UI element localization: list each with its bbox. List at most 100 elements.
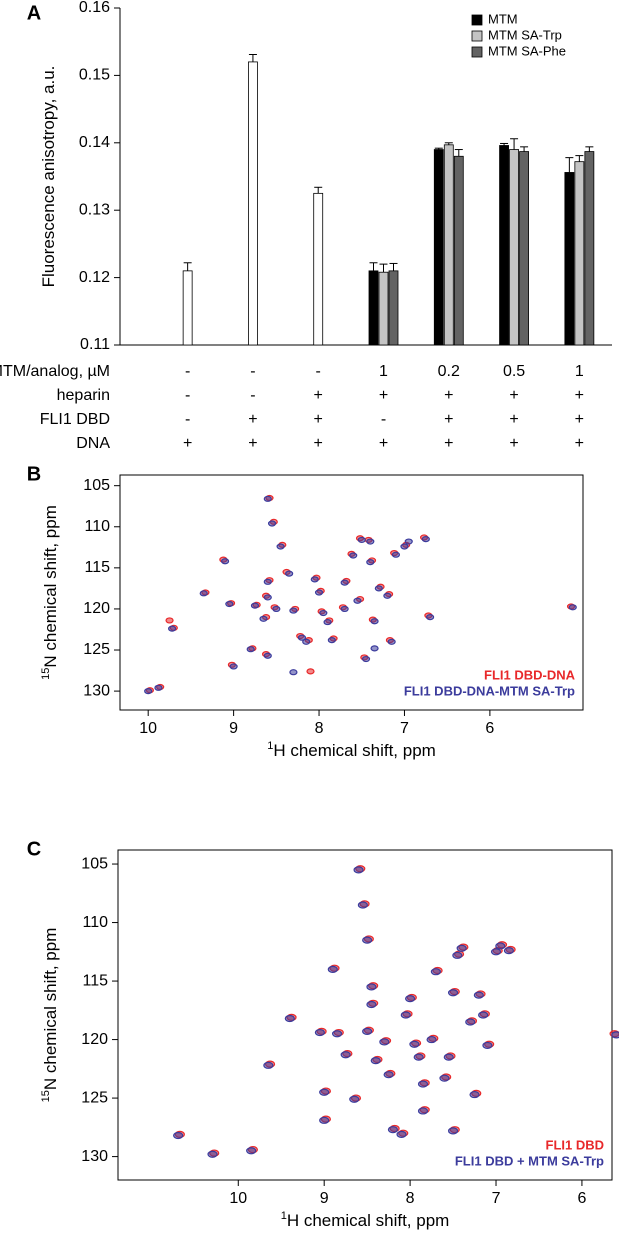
peak: [439, 1074, 450, 1082]
legend-swatch: [471, 30, 483, 42]
x-tick-label: 9: [229, 720, 238, 737]
y-tick-label: 105: [81, 855, 108, 872]
peak: [409, 1040, 420, 1048]
peak: [323, 618, 332, 626]
condition-cell: +: [509, 411, 518, 428]
peak: [331, 1030, 343, 1038]
peak: [144, 688, 153, 695]
superscript: 15: [40, 1090, 52, 1102]
condition-cell: 0.5: [503, 363, 525, 380]
peak: [267, 520, 277, 527]
bar: [443, 144, 454, 346]
condition-cell: +: [444, 411, 453, 428]
condition-cell: +: [379, 435, 388, 452]
y-tick-label: 0.12: [79, 269, 110, 286]
y-tick-label: 125: [83, 641, 110, 658]
y-tick-label: 0.14: [79, 134, 110, 151]
bar: [584, 151, 595, 346]
condition-cell: +: [575, 411, 584, 428]
peak: [319, 609, 328, 617]
condition-cell: -: [185, 363, 190, 380]
error-bar: [565, 157, 574, 173]
legend-label: MTM: [488, 11, 518, 26]
x-tick-label: 9: [320, 1190, 329, 1207]
y-tick-label: 0.16: [79, 0, 110, 16]
error-bar: [444, 142, 453, 145]
plot-frame: [117, 849, 613, 1181]
bar: [313, 192, 324, 346]
peak: [340, 1051, 351, 1059]
condition-cell: +: [575, 387, 584, 404]
peak: [366, 558, 375, 566]
peak: [370, 1057, 381, 1065]
y-axis-label: Fluorescence anisotropy, a.u.: [39, 66, 58, 288]
peak: [340, 579, 349, 586]
peak: [447, 1127, 459, 1135]
peak: [391, 551, 401, 558]
error-bar: [314, 186, 323, 194]
condition-cell: +: [314, 435, 323, 452]
peak: [276, 543, 285, 550]
peak: [405, 995, 416, 1003]
peak: [319, 1088, 330, 1096]
condition-cell: -: [185, 411, 190, 428]
condition-cell: +: [444, 387, 453, 404]
peak: [272, 605, 281, 613]
peak: [310, 576, 319, 583]
peak: [229, 663, 238, 670]
condition-cell: -: [381, 411, 386, 428]
peak: [357, 536, 366, 544]
peak: [220, 558, 230, 565]
error-bar: [585, 146, 594, 152]
peak: [349, 1095, 360, 1103]
peak: [314, 1028, 325, 1037]
peak: [400, 1011, 411, 1019]
y-tick-label: 120: [83, 600, 110, 617]
peak: [297, 634, 307, 641]
peak: [340, 605, 349, 613]
peak: [417, 1107, 429, 1115]
condition-cell: -: [316, 363, 321, 380]
y-tick-label: 110: [84, 518, 110, 535]
condition-cell: +: [575, 435, 584, 452]
condition-cell: +: [314, 411, 323, 428]
legend-label: MTM SA-Phe: [488, 43, 566, 58]
error-bar: [369, 262, 378, 271]
peak: [503, 947, 515, 955]
bar: [574, 161, 585, 346]
condition-cell: -: [185, 387, 190, 404]
error-bar: [248, 54, 257, 62]
y-tick-label: 120: [81, 1031, 108, 1048]
superscript: 15: [40, 668, 52, 680]
peak: [165, 617, 174, 624]
x-axis-label: 1H chemical shift, ppm: [267, 740, 436, 761]
x-tick-label: 8: [315, 720, 324, 737]
condition-cell: 1: [379, 363, 388, 380]
peak: [421, 535, 430, 543]
condition-cell: +: [314, 387, 323, 404]
y-tick-label: 0.11: [80, 336, 110, 353]
condition-label: MTM/analog, µM: [0, 363, 110, 380]
x-tick-label: 7: [492, 1190, 501, 1207]
error-bar: [454, 149, 463, 157]
peak: [370, 618, 379, 625]
condition-label: heparin: [57, 387, 110, 404]
peak: [362, 936, 373, 944]
peak: [495, 942, 506, 950]
legend-label: FLI1 DBD: [546, 1137, 605, 1152]
peak: [426, 1035, 437, 1044]
legend-swatch: [471, 46, 483, 58]
peak: [447, 989, 459, 997]
bar: [509, 149, 519, 346]
y-tick-label: 0.15: [79, 67, 110, 84]
peak: [383, 1071, 394, 1079]
peak: [370, 645, 379, 652]
y-tick-label: 125: [81, 1089, 108, 1106]
bar: [499, 145, 509, 346]
peak: [263, 652, 272, 659]
condition-cell: +: [509, 435, 518, 452]
peak: [413, 1053, 424, 1061]
bar: [388, 270, 399, 346]
peak: [263, 495, 272, 502]
